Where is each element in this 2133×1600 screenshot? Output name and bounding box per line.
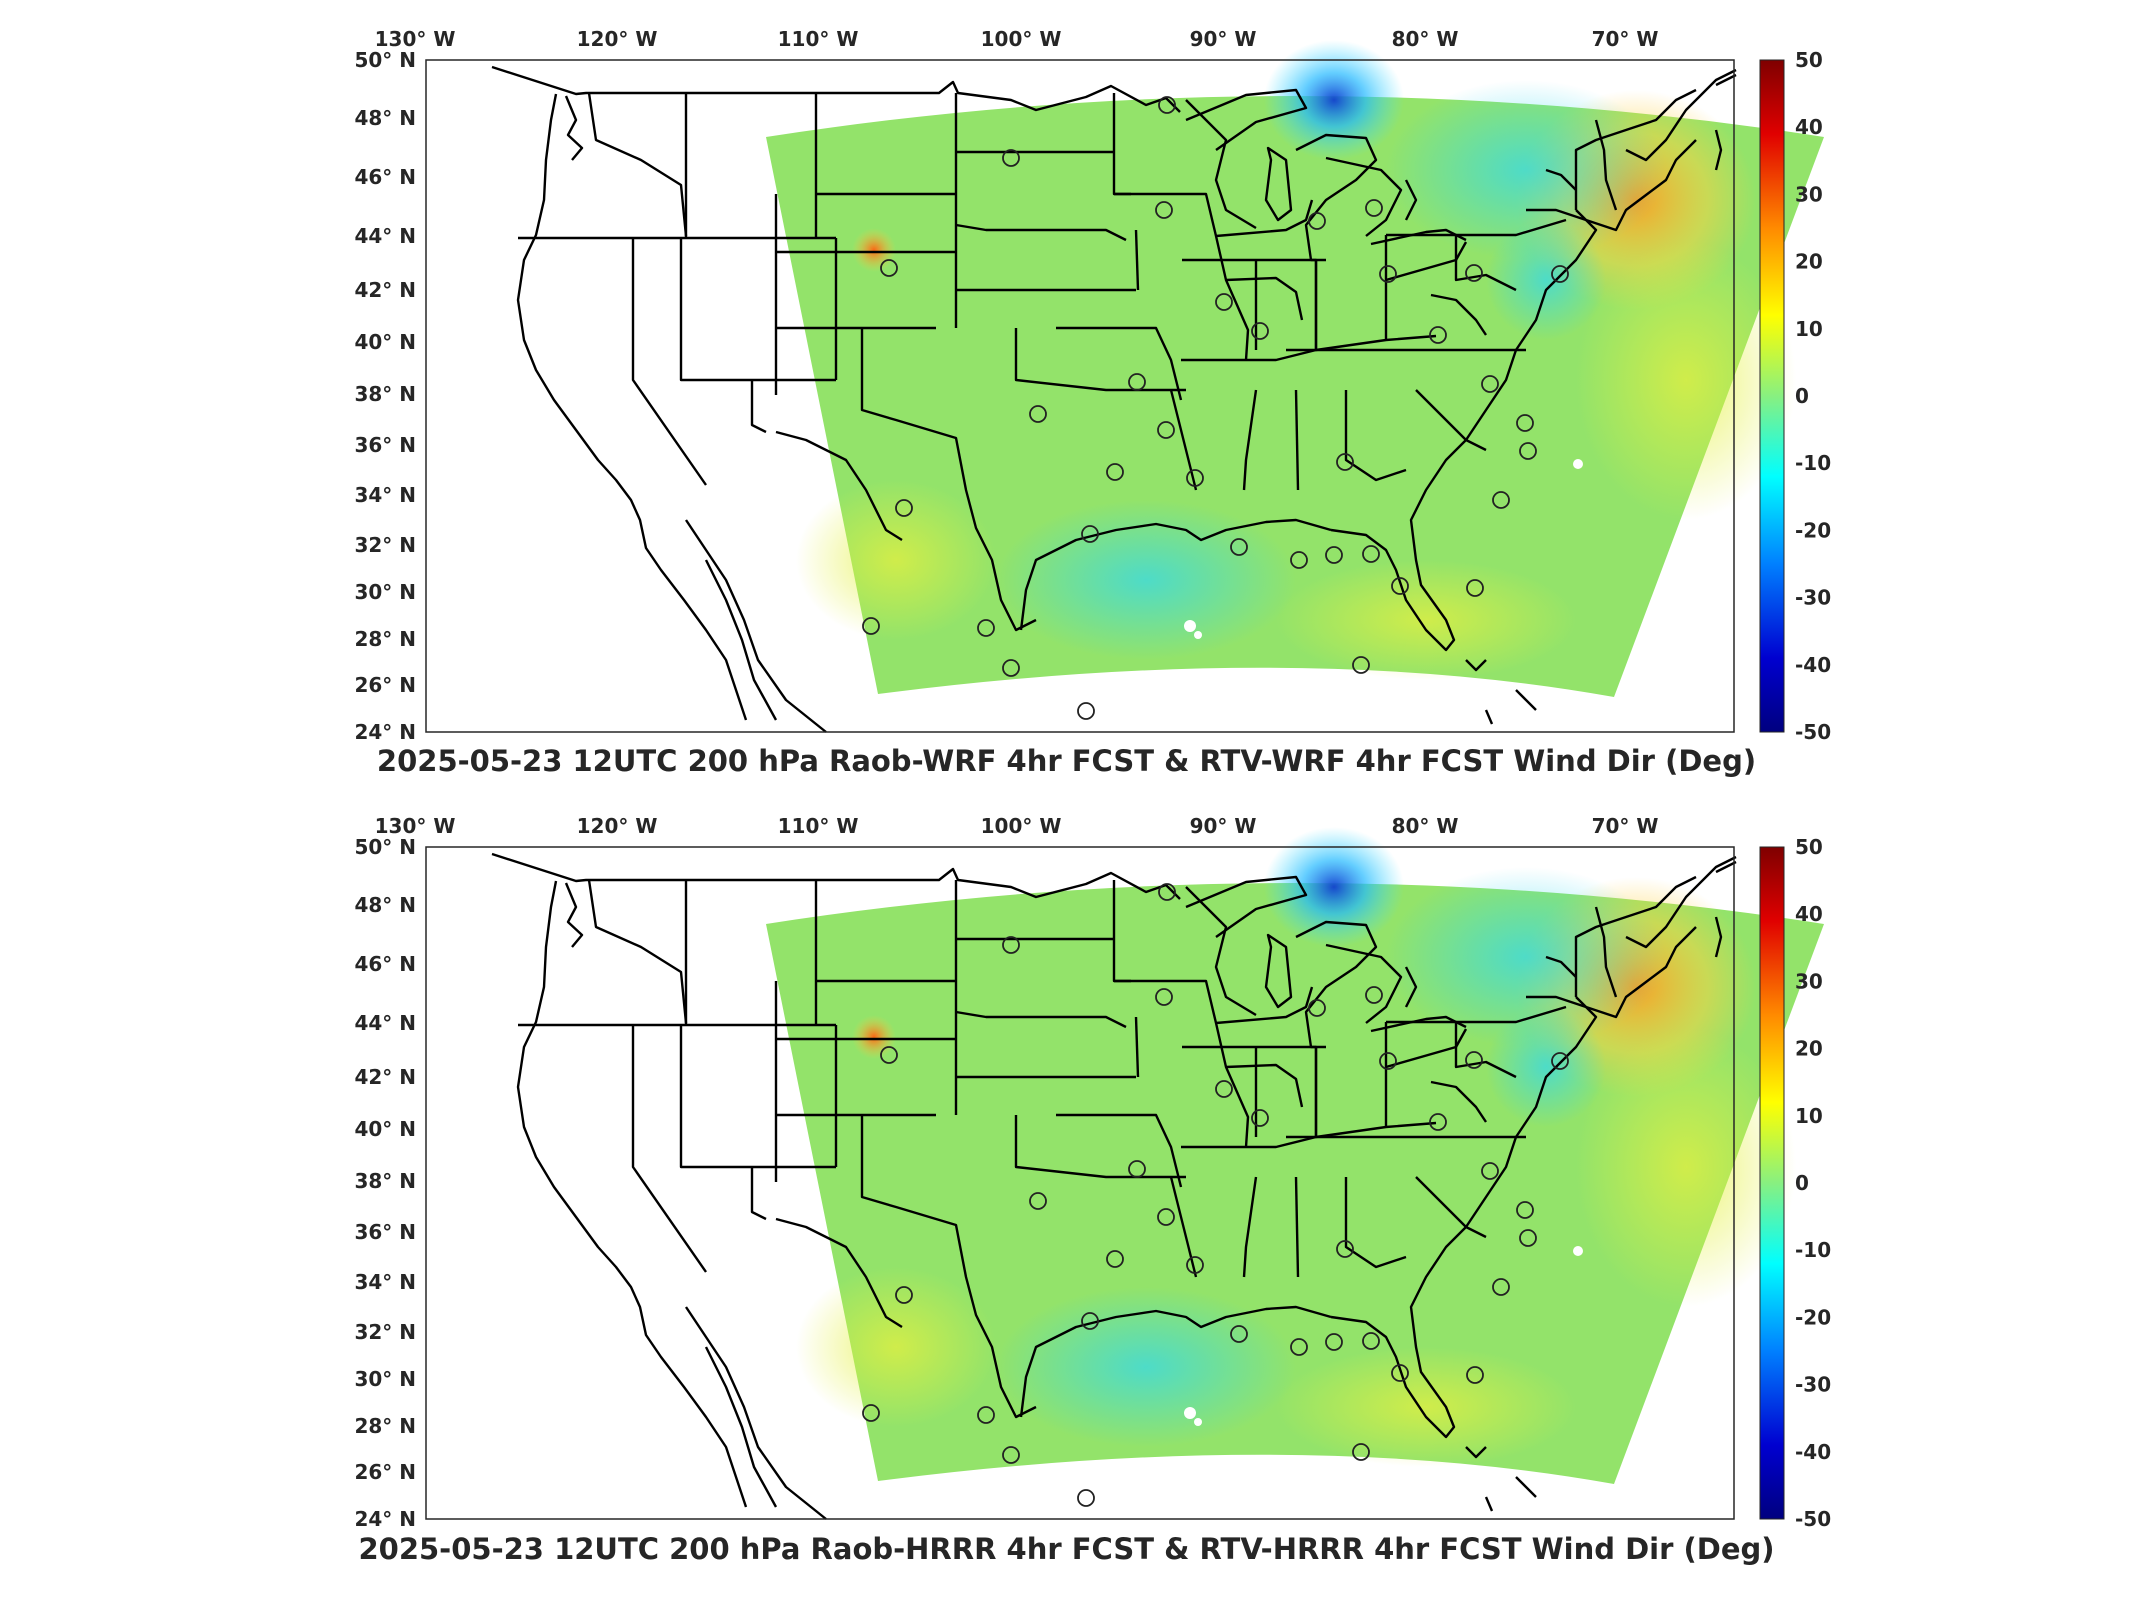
lat-tick-label: 38° N: [354, 382, 416, 406]
lon-tick-label: 130° W: [375, 27, 456, 51]
colorbar-tick-label: -10: [1795, 451, 1831, 475]
colorbar-tick-label: -30: [1795, 586, 1831, 610]
lat-tick-label: 48° N: [354, 106, 416, 130]
lat-tick-label: 42° N: [354, 1065, 416, 1089]
lon-tick-label: 120° W: [577, 27, 658, 51]
lat-tick-label: 46° N: [354, 165, 416, 189]
lon-tick-label: 70° W: [1592, 27, 1659, 51]
lat-tick-label: 38° N: [354, 1169, 416, 1193]
lon-tick-label: 80° W: [1392, 814, 1459, 838]
colorbar-tick-label: 30: [1795, 182, 1823, 206]
lon-tick-label: 120° W: [577, 814, 658, 838]
lat-tick-label: 24° N: [354, 720, 416, 744]
lat-tick-label: 46° N: [354, 952, 416, 976]
lat-tick-label: 28° N: [354, 1414, 416, 1438]
colorbar-tick-label: 40: [1795, 115, 1823, 139]
lat-tick-label: 24° N: [354, 1507, 416, 1531]
lat-tick-label: 48° N: [354, 893, 416, 917]
colorbar-tick-label: -20: [1795, 1305, 1831, 1329]
panel-2-map: [425, 825, 1826, 1521]
lat-tick-label: 36° N: [354, 433, 416, 457]
colorbar-tick-label: 10: [1795, 317, 1823, 341]
lon-tick-label: 110° W: [778, 814, 859, 838]
panel-1-map: [425, 38, 1826, 734]
colorbar-tick-label: 50: [1795, 48, 1823, 72]
panel-2-title: 2025-05-23 12UTC 200 hPa Raob-HRRR 4hr F…: [358, 1532, 1775, 1566]
colorbar-tick-label: 40: [1795, 902, 1823, 926]
colorbar-tick-label: -30: [1795, 1373, 1831, 1397]
lat-tick-label: 26° N: [354, 673, 416, 697]
lat-tick-label: 50° N: [354, 48, 416, 72]
colorbar-tick-label: -40: [1795, 653, 1831, 677]
colorbar-tick-label: -50: [1795, 720, 1831, 744]
lat-tick-label: 32° N: [354, 533, 416, 557]
lon-tick-label: 90° W: [1190, 814, 1257, 838]
panel-1-frame: [425, 59, 1735, 733]
colorbar-tick-label: 20: [1795, 1037, 1823, 1061]
lat-tick-label: 30° N: [354, 580, 416, 604]
axis-labels: 130° W 120° W 110° W 100° W 90° W 80° W 70° W 5…: [354, 27, 1831, 1531]
lat-tick-label: 50° N: [354, 835, 416, 859]
lon-tick-label: 100° W: [981, 27, 1062, 51]
lat-tick-label: 40° N: [354, 1117, 416, 1141]
lon-tick-label: 70° W: [1592, 814, 1659, 838]
lon-tick-label: 90° W: [1190, 27, 1257, 51]
lat-tick-label: 44° N: [354, 224, 416, 248]
panel-1-title: 2025-05-23 12UTC 200 hPa Raob-WRF 4hr FC…: [376, 744, 1757, 778]
colorbar-tick-label: -10: [1795, 1238, 1831, 1262]
colorbar-tick-label: -40: [1795, 1440, 1831, 1464]
lat-tick-label: 26° N: [354, 1460, 416, 1484]
lon-tick-label: 130° W: [375, 814, 456, 838]
colorbar-tick-label: 0: [1795, 1171, 1809, 1195]
colorbar-2: [1759, 846, 1785, 1520]
lat-tick-label: 40° N: [354, 330, 416, 354]
colorbar-tick-label: 30: [1795, 969, 1823, 993]
lat-tick-label: 28° N: [354, 627, 416, 651]
lat-tick-label: 32° N: [354, 1320, 416, 1344]
lat-tick-label: 34° N: [354, 483, 416, 507]
lat-tick-label: 42° N: [354, 278, 416, 302]
colorbar-tick-label: 10: [1795, 1104, 1823, 1128]
lat-tick-label: 30° N: [354, 1367, 416, 1391]
colorbar-tick-label: -20: [1795, 518, 1831, 542]
colorbar-tick-label: 50: [1795, 835, 1823, 859]
panel-2-frame: [425, 846, 1735, 1520]
lon-tick-label: 110° W: [778, 27, 859, 51]
lon-tick-label: 100° W: [981, 814, 1062, 838]
lat-tick-label: 36° N: [354, 1220, 416, 1244]
lat-tick-label: 44° N: [354, 1011, 416, 1035]
colorbar-tick-label: 20: [1795, 250, 1823, 274]
colorbar-tick-label: 0: [1795, 384, 1809, 408]
colorbar-1: [1759, 59, 1785, 733]
colorbar-tick-label: -50: [1795, 1507, 1831, 1531]
lat-tick-label: 34° N: [354, 1270, 416, 1294]
lon-tick-label: 80° W: [1392, 27, 1459, 51]
